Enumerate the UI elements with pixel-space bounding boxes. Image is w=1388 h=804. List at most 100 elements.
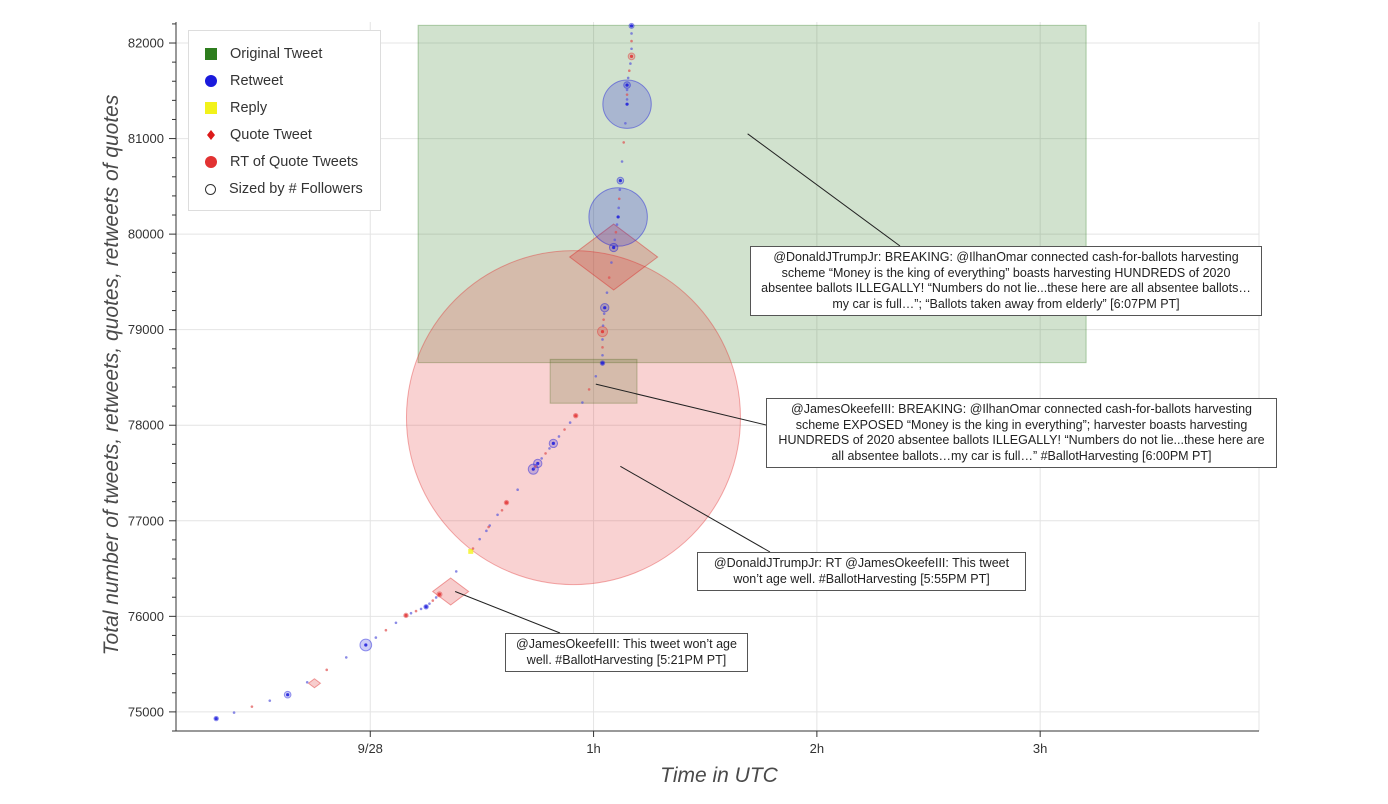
cascade-dot	[419, 607, 423, 611]
axis-layer: 75000 76000 77000 78000 79000 80000 81000 82000…	[128, 22, 1259, 756]
point-core	[551, 441, 555, 445]
cascade-dot	[601, 346, 604, 349]
cascade-dot	[568, 421, 572, 424]
legend-label: Reply	[230, 100, 268, 116]
annotation-leader-line	[454, 591, 561, 634]
point-core	[437, 592, 442, 596]
legend-diamond-icon	[207, 130, 215, 140]
cascade-dot	[625, 88, 629, 92]
cascade-dot	[630, 32, 633, 35]
y-tick-label: 75000	[128, 704, 164, 719]
legend-label: Quote Tweet	[230, 127, 312, 143]
legend-square-icon	[205, 102, 217, 114]
x-tick-label: 2h	[810, 741, 824, 756]
point-core	[618, 179, 622, 183]
y-tick-label: 77000	[128, 513, 164, 528]
point-core	[625, 83, 629, 87]
y-tick-label: 78000	[128, 418, 164, 433]
cascade-dot	[548, 447, 551, 450]
y-tick-label: 76000	[128, 609, 164, 624]
reply-point	[468, 548, 474, 554]
point-core	[504, 501, 509, 505]
point-core	[612, 245, 616, 250]
legend-square-icon	[205, 48, 217, 60]
cascade-dot	[602, 312, 606, 315]
cascade-dot	[630, 39, 633, 43]
cascade-dot	[605, 291, 609, 294]
legend-item-retweet: Retweet	[205, 71, 283, 91]
point-core	[404, 613, 408, 617]
y-axis-label: Total number of tweets, retweets, quotes…	[100, 94, 123, 655]
legend-label: Sized by # Followers	[229, 181, 363, 197]
cascade-dot	[617, 197, 621, 201]
cascade-dot	[374, 636, 378, 639]
legend-item-rt-of-quote: RT of Quote Tweets	[205, 152, 358, 172]
y-tick-label: 80000	[128, 227, 164, 242]
cascade-dot	[607, 276, 611, 279]
cascade-dot	[614, 230, 618, 234]
legend-item-quote-tweet: Quote Tweet	[205, 125, 312, 145]
cascade-dot	[428, 602, 431, 605]
cascade-dot	[409, 611, 413, 615]
point-core	[629, 24, 634, 28]
cascade-dot	[601, 338, 604, 341]
cascade-dot	[344, 656, 348, 659]
original-tweet-marker	[549, 358, 638, 404]
cascade-dot	[594, 374, 598, 378]
cascade-dot	[544, 452, 547, 455]
cascade-dot	[618, 188, 622, 191]
cascade-dot	[629, 62, 632, 65]
cascade-dot	[615, 223, 619, 226]
cascade-dot	[496, 513, 499, 517]
cascade-dot	[535, 463, 538, 467]
point-core	[424, 605, 428, 609]
cascade-dot	[478, 537, 481, 541]
legend-item-original-tweet: Original Tweet	[205, 44, 322, 64]
annotation-leader-line	[620, 465, 771, 553]
cascade-dot	[581, 401, 584, 404]
point-core	[616, 215, 620, 219]
cascade-dot	[613, 238, 617, 242]
cascade-dot	[431, 599, 435, 602]
quote-tweet-marker	[431, 577, 470, 606]
cascade-dot	[587, 388, 591, 391]
chart-legend: Original Tweet Retweet Reply Quote Tweet…	[188, 30, 381, 211]
cascade-dot	[232, 711, 236, 714]
quote-tweet-marker	[307, 678, 322, 689]
annotation-trump-jr-breaking: @DonaldJTrumpJr: BREAKING: @IlhanOmar co…	[750, 246, 1262, 316]
cascade-dot	[625, 98, 629, 101]
legend-label: Retweet	[230, 73, 284, 89]
y-tick-label: 79000	[128, 322, 164, 337]
cascade-dot	[624, 121, 627, 125]
legend-item-reply: Reply	[205, 98, 267, 118]
point-core	[629, 54, 634, 58]
cascade-dot	[540, 457, 543, 460]
legend-label: Original Tweet	[230, 46, 323, 62]
cascade-dot	[601, 353, 604, 357]
point-core	[574, 414, 578, 418]
point-core	[603, 306, 607, 310]
cascade-dot	[434, 596, 438, 599]
cascade-dot	[626, 76, 630, 80]
cascade-dot	[325, 668, 329, 672]
annotation-trump-jr-rt: @DonaldJTrumpJr: RT @JamesOkeefeIII: Thi…	[697, 552, 1026, 591]
cascade-dot	[601, 324, 605, 327]
annotation-okeefe-age-well: @JamesOkeefeIII: This tweet won’t age we…	[505, 633, 748, 672]
cascade-dot	[394, 621, 398, 625]
point-core	[600, 361, 605, 365]
cascade-dot	[500, 508, 504, 512]
cascade-dot	[557, 435, 561, 438]
cascade-dot	[617, 206, 620, 210]
point-layer	[213, 22, 652, 722]
legend-item-sized-by-followers: Sized by # Followers	[205, 179, 363, 199]
annotation-leader-line	[595, 383, 767, 426]
cascade-dot	[620, 160, 624, 163]
cascade-dot	[627, 69, 631, 73]
cascade-dot	[610, 261, 613, 264]
cascade-dot	[516, 488, 519, 492]
point-core	[600, 329, 605, 334]
y-tick-label: 82000	[128, 36, 164, 51]
cascade-dot	[602, 318, 605, 321]
